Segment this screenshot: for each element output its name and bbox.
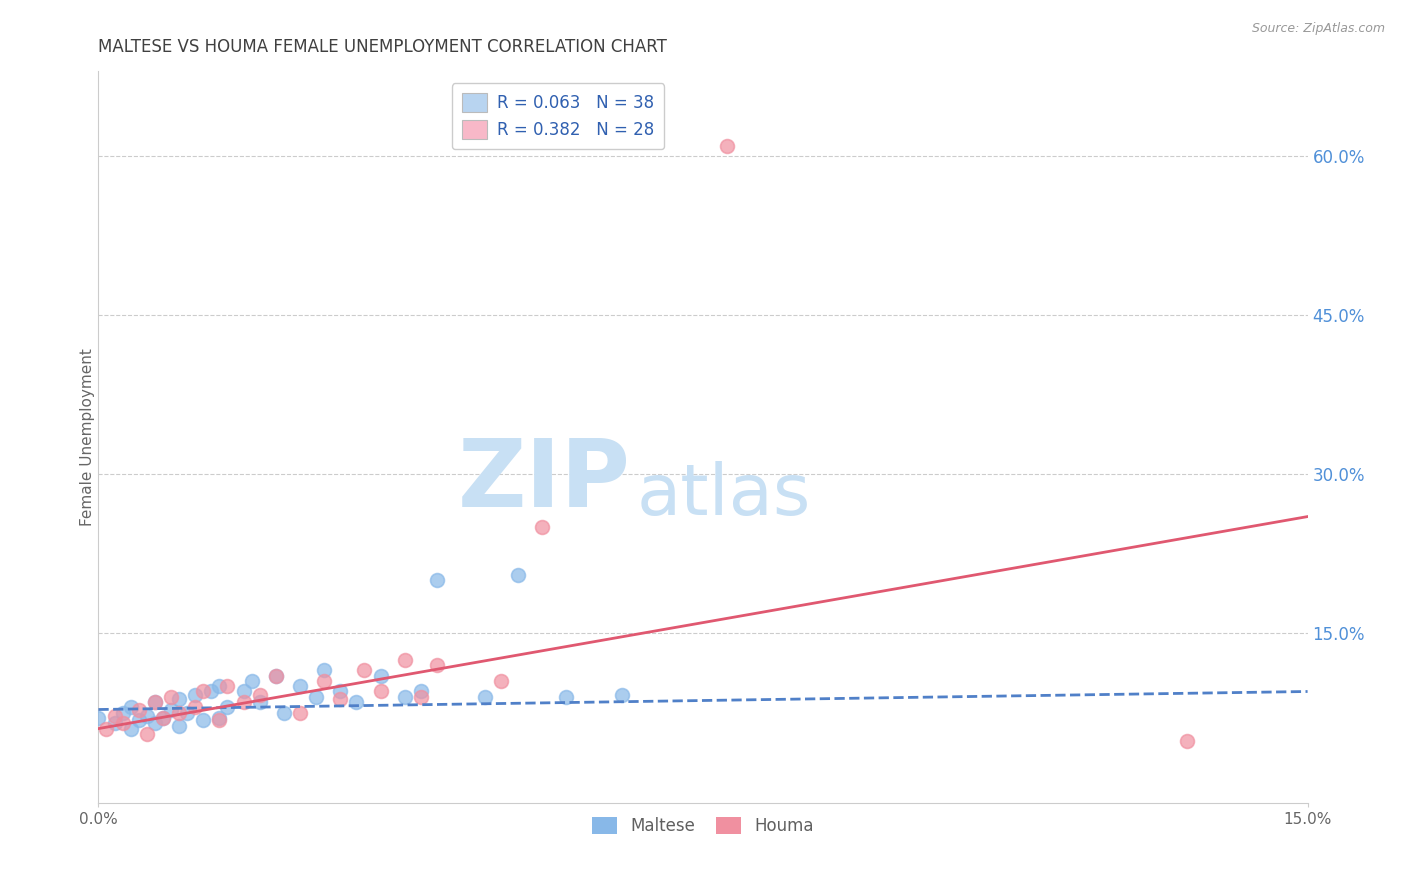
Point xyxy=(208,679,231,693)
Point xyxy=(530,520,553,534)
Point xyxy=(193,713,215,727)
Point xyxy=(120,700,142,714)
Point xyxy=(249,688,271,702)
Point xyxy=(208,713,231,727)
Text: Source: ZipAtlas.com: Source: ZipAtlas.com xyxy=(1251,22,1385,36)
Point xyxy=(264,668,287,682)
Text: ZIP: ZIP xyxy=(457,435,630,527)
Point xyxy=(135,709,157,723)
Point xyxy=(612,688,634,702)
Point xyxy=(167,706,190,720)
Point xyxy=(152,711,174,725)
Point xyxy=(128,702,150,716)
Point xyxy=(506,567,529,582)
Text: MALTESE VS HOUMA FEMALE UNEMPLOYMENT CORRELATION CHART: MALTESE VS HOUMA FEMALE UNEMPLOYMENT COR… xyxy=(98,38,668,56)
Point xyxy=(305,690,328,704)
Point xyxy=(232,695,254,709)
Point xyxy=(370,684,392,698)
Point xyxy=(143,716,166,731)
Point xyxy=(193,684,215,698)
Point xyxy=(240,673,263,688)
Point xyxy=(87,711,110,725)
Point xyxy=(96,722,118,736)
Point xyxy=(409,690,432,704)
Point xyxy=(426,658,449,673)
Point xyxy=(111,716,134,731)
Point xyxy=(314,663,336,677)
Point xyxy=(103,716,125,731)
Point xyxy=(273,706,295,720)
Point xyxy=(394,690,416,704)
Point xyxy=(184,700,207,714)
Point xyxy=(716,138,738,153)
Point xyxy=(167,719,190,733)
Point xyxy=(120,722,142,736)
Point xyxy=(160,690,183,704)
Point xyxy=(288,679,311,693)
Point xyxy=(249,695,271,709)
Point xyxy=(555,690,578,704)
Point xyxy=(329,692,352,706)
Point xyxy=(103,709,125,723)
Point xyxy=(200,684,222,698)
Point xyxy=(152,711,174,725)
Y-axis label: Female Unemployment: Female Unemployment xyxy=(80,348,94,526)
Point xyxy=(111,706,134,720)
Point xyxy=(176,706,198,720)
Text: atlas: atlas xyxy=(637,461,811,530)
Point xyxy=(135,727,157,741)
Legend: Maltese, Houma: Maltese, Houma xyxy=(586,811,820,842)
Point xyxy=(264,668,287,682)
Point xyxy=(474,690,496,704)
Point xyxy=(217,700,239,714)
Point xyxy=(394,653,416,667)
Point xyxy=(128,713,150,727)
Point xyxy=(314,673,336,688)
Point xyxy=(344,695,367,709)
Point xyxy=(1175,734,1198,748)
Point xyxy=(370,668,392,682)
Point xyxy=(217,679,239,693)
Point xyxy=(288,706,311,720)
Point xyxy=(167,692,190,706)
Point xyxy=(329,684,352,698)
Point xyxy=(143,695,166,709)
Point xyxy=(160,702,183,716)
Point xyxy=(409,684,432,698)
Point xyxy=(491,673,513,688)
Point xyxy=(353,663,375,677)
Point xyxy=(208,711,231,725)
Point xyxy=(232,684,254,698)
Point xyxy=(426,573,449,587)
Point xyxy=(184,688,207,702)
Point xyxy=(143,695,166,709)
